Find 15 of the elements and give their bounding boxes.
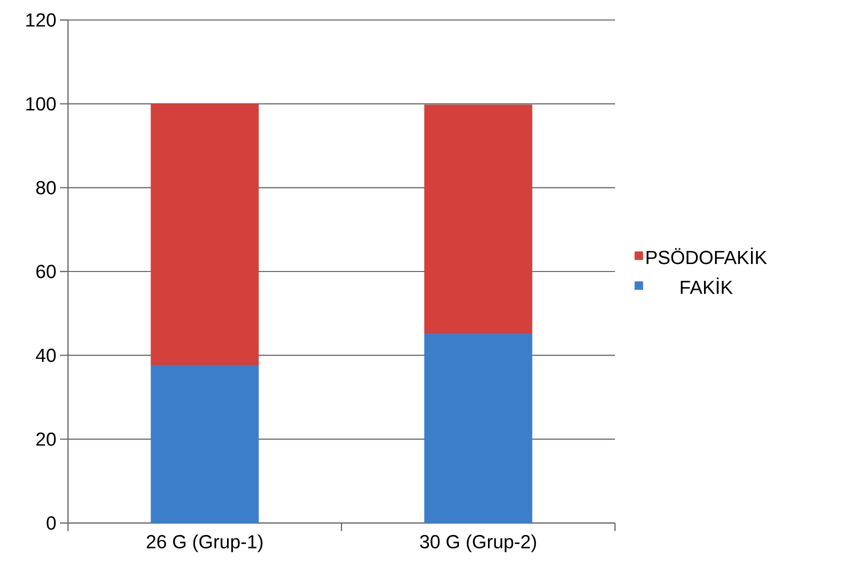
bar [424,334,532,523]
x-tick-label: 30 G (Grup-2) [420,534,536,552]
y-tick-label: 40 [36,348,56,362]
bar [424,104,532,334]
bar [150,104,259,365]
y-tick-label: 120 [26,13,56,27]
y-tick-label: 0 [46,516,56,530]
y-tick-label: 80 [36,180,56,194]
legend-label: FAKİK [680,277,733,294]
y-tick-label: 60 [36,264,56,278]
legend-label: PSÖDOFAKİK [646,248,767,264]
bar [150,364,259,523]
x-tick-label: 26 G (Grup-1) [146,534,262,552]
y-tick-label: 100 [26,97,56,111]
y-tick-label: 20 [36,432,56,446]
